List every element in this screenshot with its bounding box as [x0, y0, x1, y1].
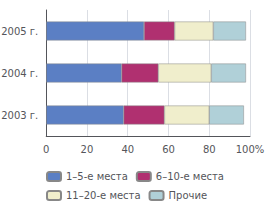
svg-text:40: 40 — [121, 144, 134, 155]
svg-text:2005 г.: 2005 г. — [1, 26, 38, 37]
svg-text:20: 20 — [81, 144, 94, 155]
svg-text:1–5-е места: 1–5-е места — [66, 171, 128, 182]
svg-text:60: 60 — [162, 144, 175, 155]
svg-text:2003 г.: 2003 г. — [1, 110, 38, 121]
svg-text:100%: 100% — [236, 144, 265, 155]
svg-text:0: 0 — [43, 144, 49, 155]
svg-text:80: 80 — [203, 144, 216, 155]
svg-text:11–20-е места: 11–20-е места — [66, 190, 141, 201]
svg-text:Прочие: Прочие — [169, 190, 208, 201]
svg-text:6–10-е места: 6–10-е места — [156, 171, 224, 182]
svg-text:2004 г.: 2004 г. — [1, 68, 38, 79]
